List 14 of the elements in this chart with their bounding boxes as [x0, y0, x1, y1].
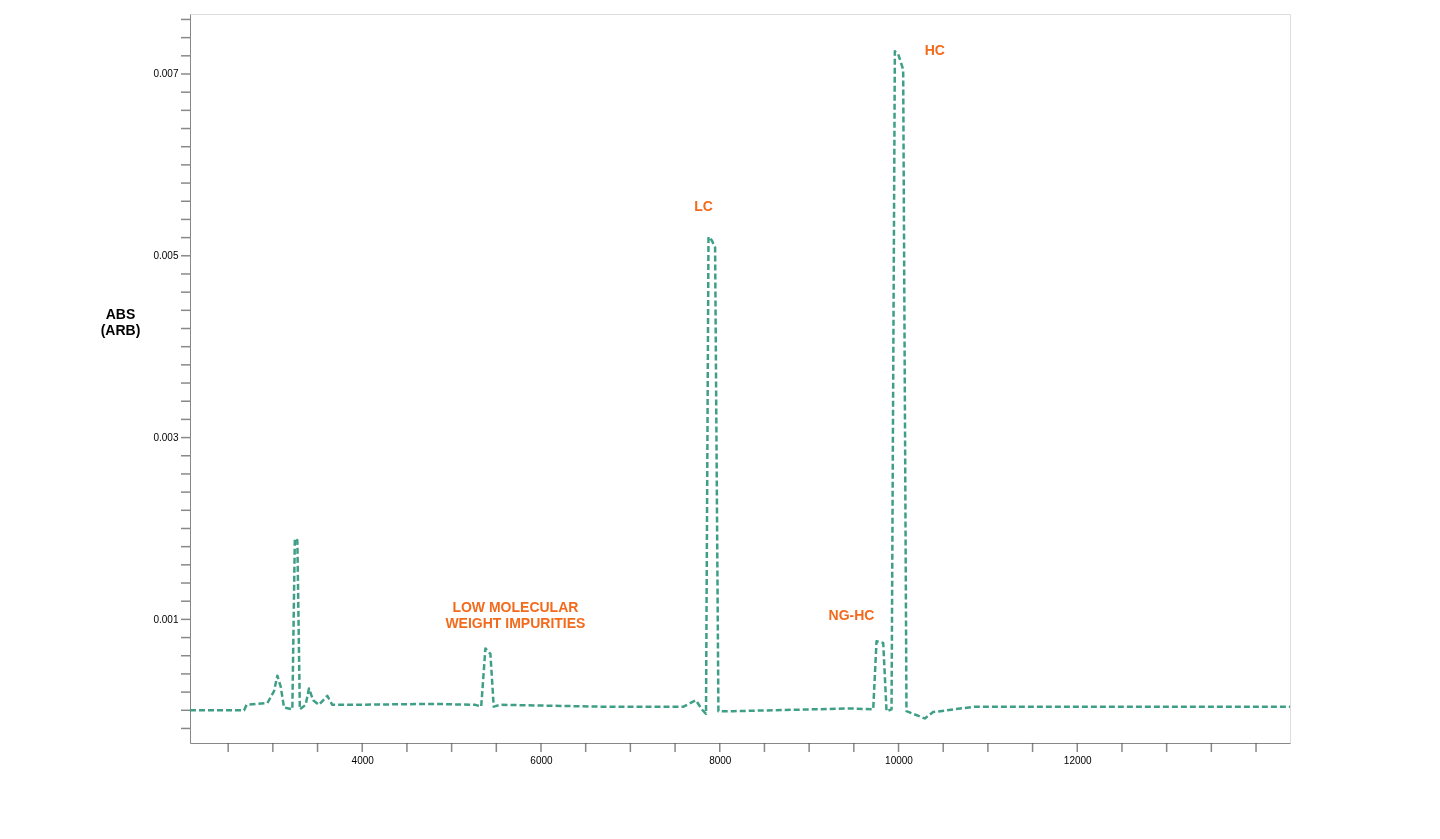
y-tick-label: 0.005 — [153, 250, 179, 262]
x-tick-label: 10000 — [885, 754, 914, 766]
annotation: HC — [924, 42, 945, 59]
annotation: NG-HC — [828, 607, 875, 624]
y-axis-title: ABS (ARB) — [100, 305, 141, 338]
annotation: LOW MOLECULAR WEIGHT IMPURITIES — [445, 599, 586, 632]
x-tick-label: 6000 — [530, 754, 554, 766]
x-tick-label: 12000 — [1063, 754, 1093, 766]
annotation: LC — [694, 197, 713, 214]
y-tick-label: 0.003 — [153, 432, 179, 444]
x-tick-label: 8000 — [709, 754, 732, 766]
y-tick-label: 0.001 — [153, 613, 179, 625]
x-tick-label: 4000 — [351, 754, 375, 766]
y-tick-label: 0.007 — [153, 68, 179, 80]
